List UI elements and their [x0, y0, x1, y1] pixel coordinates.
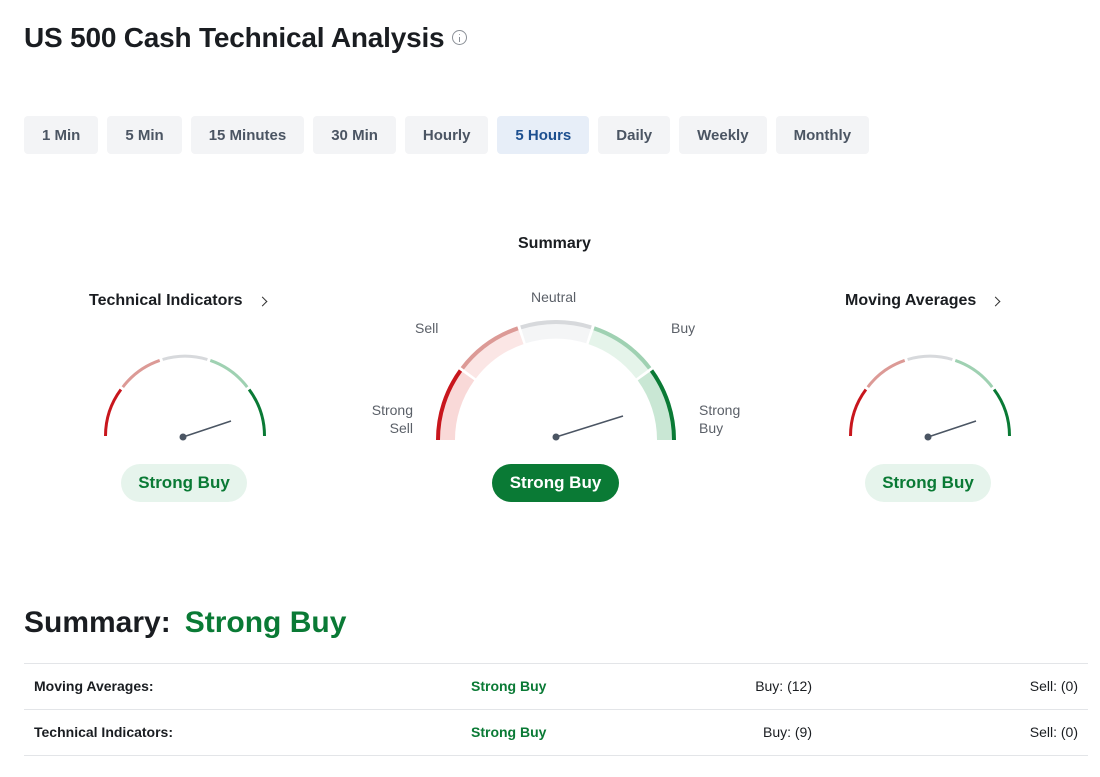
gauge-segment-strong-buy — [247, 388, 266, 437]
moving-averages-link[interactable]: Moving Averages — [845, 292, 1001, 310]
gauge-segment-sell — [866, 358, 906, 389]
gauge-segment-neutral — [520, 320, 592, 330]
summary-verdict: Strong Buy — [184, 606, 347, 639]
tab-30-min[interactable]: 30 Min — [313, 116, 396, 154]
summary-gauge — [435, 320, 677, 441]
tab-monthly[interactable]: Monthly — [775, 116, 870, 154]
technical-indicators-gauge — [104, 354, 266, 441]
summary-gauge-title: Summary — [518, 235, 591, 252]
gauge-fill-neutral — [520, 320, 592, 344]
gauge-label-buy: Buy — [671, 320, 696, 336]
gauge-needle-pivot — [179, 433, 187, 441]
summary-result-badge: Strong Buy — [492, 464, 619, 502]
table-row: Moving Averages: Strong Buy Buy: (12) Se… — [24, 664, 1088, 710]
technical-indicators-link[interactable]: Technical Indicators — [89, 292, 267, 310]
summary-heading-label: Summary: — [24, 606, 171, 639]
row-buy-count: Buy: (9) — [762, 724, 812, 740]
tab-weekly[interactable]: Weekly — [679, 116, 767, 154]
page-title: US 500 Cash Technical Analysis — [24, 22, 468, 54]
tab-15-minutes[interactable]: 15 Minutes — [190, 116, 305, 154]
gauge-label-sell: Sell — [415, 320, 439, 336]
gauge-segment-sell — [460, 326, 519, 370]
gauge-segment-neutral — [907, 354, 953, 361]
tab-5-min[interactable]: 5 Min — [107, 116, 182, 154]
row-name: Technical Indicators: — [34, 724, 173, 740]
gauge-segment-strong-buy — [992, 388, 1011, 437]
gauge-segment-sell — [121, 358, 161, 389]
row-status: Strong Buy — [471, 678, 547, 694]
table-row: Technical Indicators: Strong Buy Buy: (9… — [24, 710, 1088, 756]
moving-averages-gauge — [849, 354, 1011, 441]
gauge-label-strong-sell: Strong Sell — [371, 402, 413, 436]
technical-indicators-title: Technical Indicators — [89, 292, 243, 309]
gauge-segment-strong-sell — [104, 388, 123, 437]
summary-table: Moving Averages: Strong Buy Buy: (12) Se… — [24, 663, 1088, 756]
chevron-right-icon — [990, 296, 1001, 306]
moving-averages-result-badge: Strong Buy — [865, 464, 991, 502]
gauge-segment-neutral — [162, 354, 208, 361]
gauge-segment-strong-sell — [849, 388, 868, 437]
timeframe-tabs: 1 Min 5 Min 15 Minutes 30 Min Hourly 5 H… — [24, 116, 870, 154]
gauge-needle-pivot — [552, 433, 560, 441]
gauge-fill-strong-buy — [637, 369, 676, 440]
gauge-needle-pivot — [924, 433, 932, 441]
row-name: Moving Averages: — [34, 678, 154, 694]
gauge-fill-strong-sell — [436, 369, 475, 440]
gauge-label-neutral: Neutral — [531, 289, 577, 305]
gauge-fill-sell — [460, 326, 524, 379]
row-buy-count: Buy: (12) — [755, 678, 812, 694]
tab-daily[interactable]: Daily — [598, 116, 671, 154]
gauge-needle — [927, 420, 977, 438]
summary-heading: Summary: Strong Buy — [24, 606, 346, 640]
gauge-segment-buy — [209, 358, 249, 389]
row-sell-count: Sell: (0) — [1029, 678, 1078, 694]
chevron-right-icon — [257, 296, 267, 306]
page-title-text: US 500 Cash Technical Analysis — [24, 22, 445, 53]
gauge-needle — [555, 415, 624, 438]
gauge-segment-strong-sell — [435, 369, 463, 441]
tab-hourly[interactable]: Hourly — [404, 116, 489, 154]
gauge-label-strong-buy: Strong Buy — [699, 402, 741, 436]
tab-5-hours[interactable]: 5 Hours — [497, 116, 590, 154]
info-circle-icon[interactable] — [452, 30, 468, 45]
gauge-fill-buy — [588, 326, 652, 379]
row-status: Strong Buy — [471, 724, 547, 740]
gauge-needle — [182, 420, 232, 438]
technical-indicators-result-badge: Strong Buy — [121, 464, 247, 502]
gauge-segment-buy — [954, 358, 994, 389]
row-sell-count: Sell: (0) — [1029, 724, 1078, 740]
gauge-segment-strong-buy — [649, 369, 677, 441]
tab-1-min[interactable]: 1 Min — [24, 116, 99, 154]
moving-averages-title: Moving Averages — [845, 292, 977, 309]
gauge-segment-buy — [593, 326, 652, 370]
